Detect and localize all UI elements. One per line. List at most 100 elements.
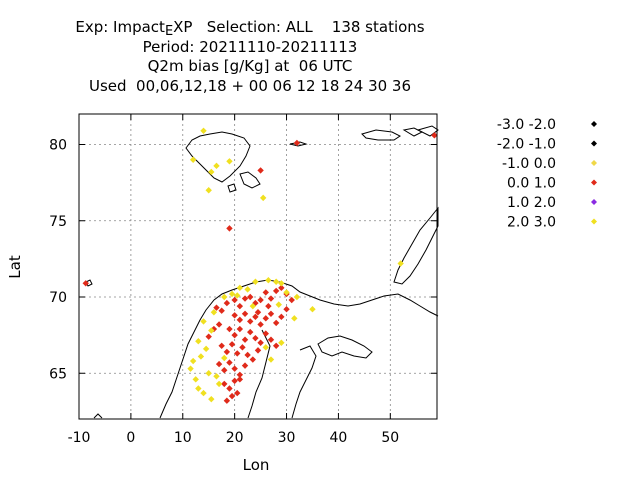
station-point [262, 289, 269, 296]
station-point [218, 307, 225, 314]
title-line-3: Q2m bias [g/Kg] at 06 UTC [147, 57, 353, 75]
station-point [200, 389, 207, 397]
station-point [223, 299, 231, 307]
station-point [267, 356, 275, 363]
station-point [208, 327, 215, 334]
y-axis-label: Lat [6, 255, 24, 279]
x-tick-label: 0 [126, 430, 135, 446]
station-point [267, 310, 275, 317]
station-point [272, 287, 280, 295]
station-point [252, 334, 259, 342]
station-point [234, 350, 241, 357]
station-point [218, 342, 225, 349]
station-point [278, 313, 285, 321]
legend-marker [591, 179, 597, 186]
station-point [200, 127, 207, 134]
legend: -3.0 -2.0 -2.0 -1.0 -1.0 0.0 0.0 1.0 1.0 2.0… [497, 117, 597, 231]
station-point [215, 380, 223, 388]
station-point [241, 295, 249, 302]
station-point [226, 359, 233, 366]
station-point [213, 304, 220, 311]
station-point [221, 293, 228, 301]
legend-label: 0.0 1.0 [507, 176, 556, 192]
title-line-1-post: XP Selection: ALL 138 stations [173, 18, 425, 36]
legend-marker [591, 121, 597, 127]
legend-marker [591, 160, 597, 166]
station-point [236, 302, 244, 310]
title-line-2: Period: 20211110-20211113 [142, 37, 358, 56]
station-point [267, 295, 275, 302]
station-point [267, 336, 275, 343]
station-point [197, 353, 205, 360]
data-points-layer [82, 127, 438, 404]
title-line-1-pre: Exp: Impact [75, 18, 165, 36]
station-point [208, 395, 215, 403]
legend-label: -1.0 0.0 [502, 156, 556, 172]
grid-layer [79, 114, 437, 419]
station-point [205, 333, 212, 340]
station-point [265, 277, 272, 284]
station-point [252, 278, 259, 285]
station-point [226, 325, 233, 333]
station-point [187, 365, 194, 372]
station-point [189, 357, 197, 365]
station-point [231, 296, 238, 304]
station-point [272, 342, 280, 349]
station-point [236, 376, 244, 383]
station-point [226, 385, 233, 392]
y-tick-label: 70 [49, 290, 67, 306]
legend-marker [591, 218, 597, 225]
station-point [257, 339, 264, 346]
station-point [236, 371, 244, 378]
legend-label: -2.0 -1.0 [497, 137, 556, 153]
station-point [234, 292, 241, 299]
station-point [252, 313, 259, 321]
station-point [226, 225, 233, 232]
station-point [210, 309, 218, 316]
legend-marker [591, 199, 597, 205]
station-point [247, 293, 254, 301]
station-point [431, 132, 438, 139]
y-tick-label: 65 [49, 366, 67, 382]
station-point [236, 325, 244, 333]
station-point [231, 312, 238, 319]
x-axis-label: Lon [243, 456, 270, 474]
station-point [226, 158, 233, 165]
y-tick-label: 80 [49, 138, 67, 154]
station-point [241, 310, 249, 317]
station-point [195, 338, 202, 345]
station-point [278, 280, 285, 287]
station-point [247, 328, 254, 336]
station-point [221, 380, 228, 388]
station-point [272, 319, 280, 327]
x-tick-label: 40 [330, 430, 348, 446]
station-point [231, 365, 238, 372]
station-point [221, 354, 228, 362]
station-point [265, 302, 272, 310]
x-tick-label: -10 [68, 430, 91, 446]
x-tick-label: 20 [226, 430, 244, 446]
y-tick-label: 75 [49, 214, 67, 230]
station-point [272, 278, 280, 285]
station-point [244, 286, 251, 293]
station-point [223, 397, 231, 404]
station-point [254, 309, 262, 316]
station-point [247, 318, 254, 325]
station-point [231, 377, 238, 385]
station-point [257, 167, 264, 174]
station-point [275, 301, 282, 308]
station-point [257, 296, 264, 304]
station-point [262, 330, 269, 337]
station-point [189, 156, 197, 163]
station-point [231, 331, 238, 339]
station-point [278, 339, 285, 346]
station-point [283, 306, 290, 313]
ticks-layer: -10 0 10 20 30 40 50 65 70 75 80 [49, 114, 437, 446]
station-point [215, 321, 223, 328]
station-point [236, 316, 244, 324]
station-point [262, 315, 269, 322]
station-point [293, 293, 301, 301]
station-point [228, 392, 236, 400]
title-line-1: Exp: ImpactEXP Selection: ALL 138 statio… [0, 18, 500, 38]
